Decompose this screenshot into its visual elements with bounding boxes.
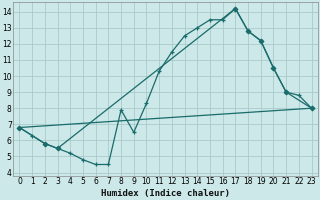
- X-axis label: Humidex (Indice chaleur): Humidex (Indice chaleur): [101, 189, 230, 198]
